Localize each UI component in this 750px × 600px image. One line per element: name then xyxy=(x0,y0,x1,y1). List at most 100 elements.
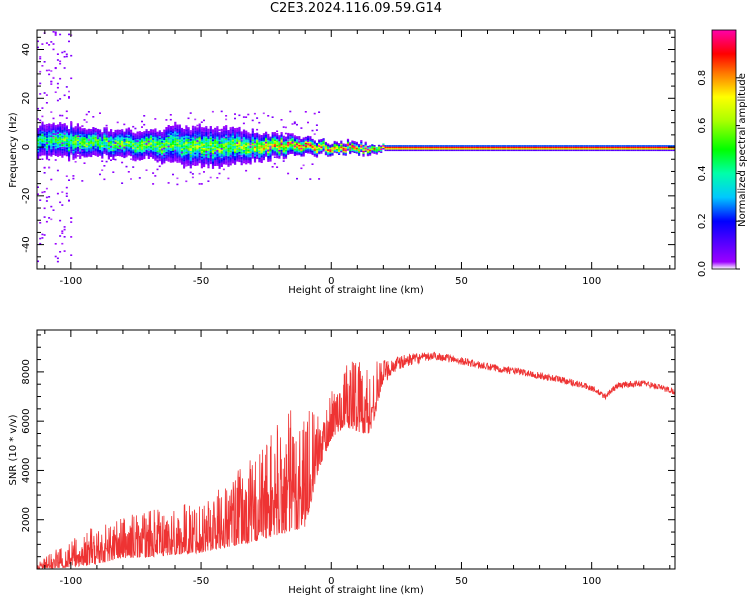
heatmap-cell xyxy=(45,155,49,157)
heatmap-cell xyxy=(265,131,268,134)
heatmap-cell xyxy=(101,148,104,150)
heatmap-cell xyxy=(52,131,55,133)
heatmap-cell xyxy=(174,136,177,139)
heatmap-cell xyxy=(601,146,604,149)
heatmap-cell xyxy=(196,133,199,135)
heatmap-cell xyxy=(154,175,157,177)
heatmap-cell xyxy=(191,163,195,166)
heatmap-cell xyxy=(189,147,192,150)
heatmap-cell xyxy=(70,148,73,150)
heatmap-cell xyxy=(242,145,246,148)
heatmap-cell xyxy=(291,148,294,150)
heatmap-cell xyxy=(207,130,210,132)
heatmap-cell xyxy=(172,137,175,139)
heatmap-cell xyxy=(267,153,270,155)
heatmap-cell xyxy=(74,140,77,143)
heatmap-cell xyxy=(214,141,217,143)
heatmap-cell xyxy=(207,155,210,157)
heatmap-cell xyxy=(439,149,443,152)
heatmap-cell xyxy=(249,151,252,153)
heatmap-cell xyxy=(103,141,106,144)
heatmap-cell xyxy=(291,139,294,141)
heatmap-cell xyxy=(205,139,208,141)
heatmap-cell xyxy=(194,127,197,130)
heatmap-cell xyxy=(218,142,221,144)
heatmap-cell xyxy=(433,146,436,149)
heatmap-cell xyxy=(70,54,73,57)
heatmap-cell xyxy=(333,142,336,144)
heatmap-cell xyxy=(147,157,150,159)
heatmap-cell xyxy=(225,126,228,129)
heatmap-cell xyxy=(81,138,84,141)
heatmap-cell xyxy=(214,157,217,159)
heatmap-cell xyxy=(249,148,252,150)
heatmap-cell xyxy=(68,97,70,99)
heatmap-cell xyxy=(180,144,184,146)
heatmap-cell xyxy=(194,129,197,131)
heatmap-cell xyxy=(152,183,155,185)
heatmap-cell xyxy=(110,139,113,141)
heatmap-cell xyxy=(187,138,190,141)
heatmap-cell xyxy=(178,133,181,135)
heatmap-cell xyxy=(256,128,259,131)
heatmap-cell xyxy=(280,143,283,146)
heatmap-cell xyxy=(85,141,88,143)
heatmap-cell xyxy=(240,137,243,139)
heatmap-cell xyxy=(287,147,290,150)
heatmap-cell xyxy=(52,135,55,138)
heatmap-cell xyxy=(548,149,551,152)
heatmap-cell xyxy=(282,160,285,162)
heatmap-cell xyxy=(265,149,268,151)
heatmap-cell xyxy=(515,146,518,149)
heatmap-cell xyxy=(413,149,416,152)
heatmap-cell xyxy=(176,145,179,147)
heatmap-cell xyxy=(70,153,73,155)
heatmap-cell xyxy=(231,154,234,157)
heatmap-cell xyxy=(335,150,338,152)
heatmap-cell xyxy=(273,139,276,141)
heatmap-cell xyxy=(43,131,46,134)
heatmap-cell xyxy=(541,148,544,150)
heatmap-cell xyxy=(234,153,237,155)
heatmap-cell xyxy=(528,149,531,152)
heatmap-cell xyxy=(298,136,301,138)
heatmap-cell xyxy=(608,149,611,152)
heatmap-cell xyxy=(176,177,179,180)
heatmap-cell xyxy=(240,147,243,150)
heatmap-cell xyxy=(566,149,569,152)
heatmap-cell xyxy=(251,145,254,147)
heatmap-cell xyxy=(121,132,124,134)
heatmap-cell xyxy=(85,148,88,151)
heatmap-cell xyxy=(304,150,307,152)
heatmap-cell xyxy=(145,130,148,133)
heatmap-cell xyxy=(37,152,40,155)
heatmap-cell xyxy=(448,149,451,152)
heatmap-cell xyxy=(61,142,64,145)
heatmap-cell xyxy=(360,143,363,145)
heatmap-cell xyxy=(114,142,117,144)
heatmap-cell xyxy=(245,132,248,134)
heatmap-cell xyxy=(52,143,55,145)
heatmap-cell xyxy=(152,132,155,134)
heatmap-cell xyxy=(63,127,66,130)
heatmap-cell xyxy=(340,150,343,153)
heatmap-cell xyxy=(61,135,64,138)
heatmap-cell xyxy=(121,133,124,136)
heatmap-cell xyxy=(41,121,44,124)
heatmap-cell xyxy=(48,153,51,156)
heatmap-cell xyxy=(76,127,79,130)
heatmap-cell xyxy=(45,133,49,135)
heatmap-cell xyxy=(87,147,91,150)
heatmap-cell xyxy=(183,148,186,150)
heatmap-cell xyxy=(114,151,117,154)
heatmap-cell xyxy=(508,148,511,150)
heatmap-cell xyxy=(59,148,62,151)
heatmap-cell xyxy=(191,135,195,138)
heatmap-cell xyxy=(37,150,40,152)
heatmap-cell xyxy=(83,135,86,137)
heatmap-cell xyxy=(178,161,181,163)
heatmap-cell xyxy=(85,129,88,132)
heatmap-cell xyxy=(614,145,617,147)
heatmap-cell xyxy=(479,148,482,150)
heatmap-cell xyxy=(322,149,325,152)
